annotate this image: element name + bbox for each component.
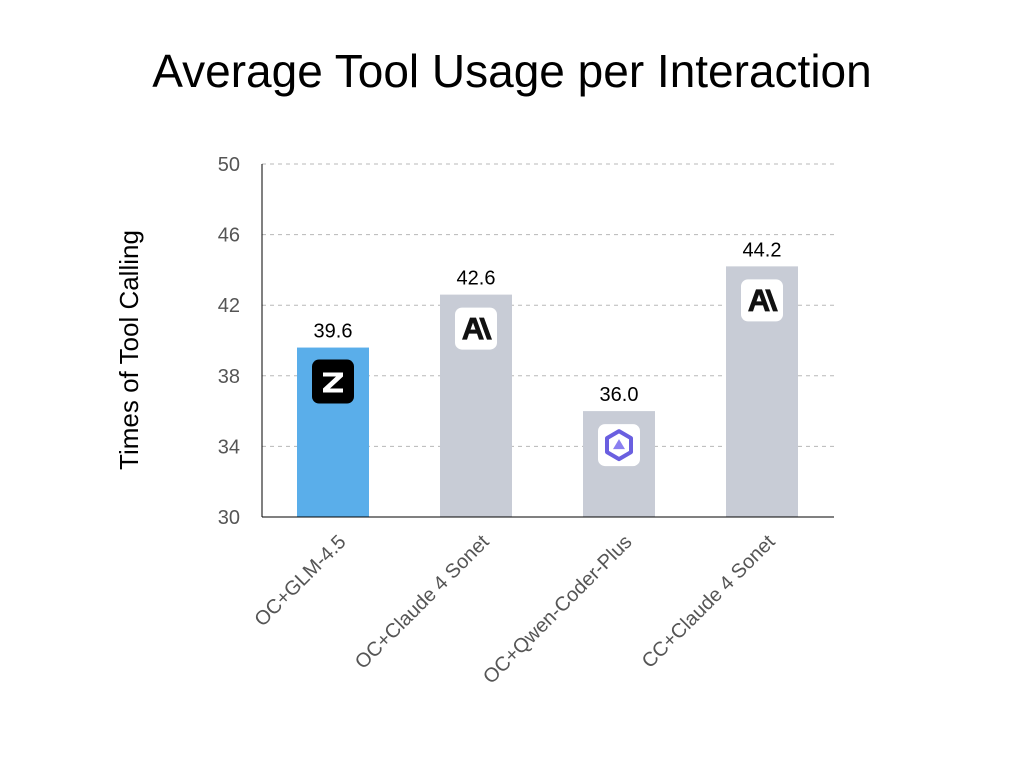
y-tick-label: 46 [218,225,240,247]
y-tick-label: 34 [218,436,240,458]
y-tick-labels: 30 34 38 42 46 50 [218,154,240,529]
bar-value-label: 39.6 [314,321,353,343]
anthropic-logo-icon [741,279,783,322]
bar-group: 36.0 [583,384,655,517]
y-tick-label: 42 [218,295,240,317]
bar-value-label: 36.0 [600,384,639,406]
x-category-label: OC+Qwen-Coder-Plus [479,531,636,688]
anthropic-logo-icon [455,307,497,350]
y-axis-title: Times of Tool Calling [114,230,144,470]
x-category-label: CC+Claude 4 Sonet [638,531,780,673]
y-tick-label: 30 [218,507,240,529]
x-category-label: OC+Claude 4 Sonet [351,531,494,674]
zhipu-z-logo-icon [312,359,354,404]
bar-value-label: 44.2 [743,239,782,261]
x-category-label: OC+GLM-4.5 [250,531,350,631]
bar-group: 42.6 [440,268,512,517]
bars: 39.6 42.6 36.0 44.2 [297,239,798,517]
y-tick-label: 38 [218,366,240,388]
axes [261,164,834,518]
y-tick-label: 50 [218,154,240,176]
bar-group: 39.6 [297,321,369,517]
chart-title: Average Tool Usage per Interaction [152,45,872,97]
bar-value-label: 42.6 [457,268,496,290]
bar-group: 44.2 [726,239,798,517]
x-category-labels: OC+GLM-4.5 OC+Claude 4 SonetOC+Qwen-Coder… [250,531,779,689]
qwen-logo-icon [598,424,640,467]
